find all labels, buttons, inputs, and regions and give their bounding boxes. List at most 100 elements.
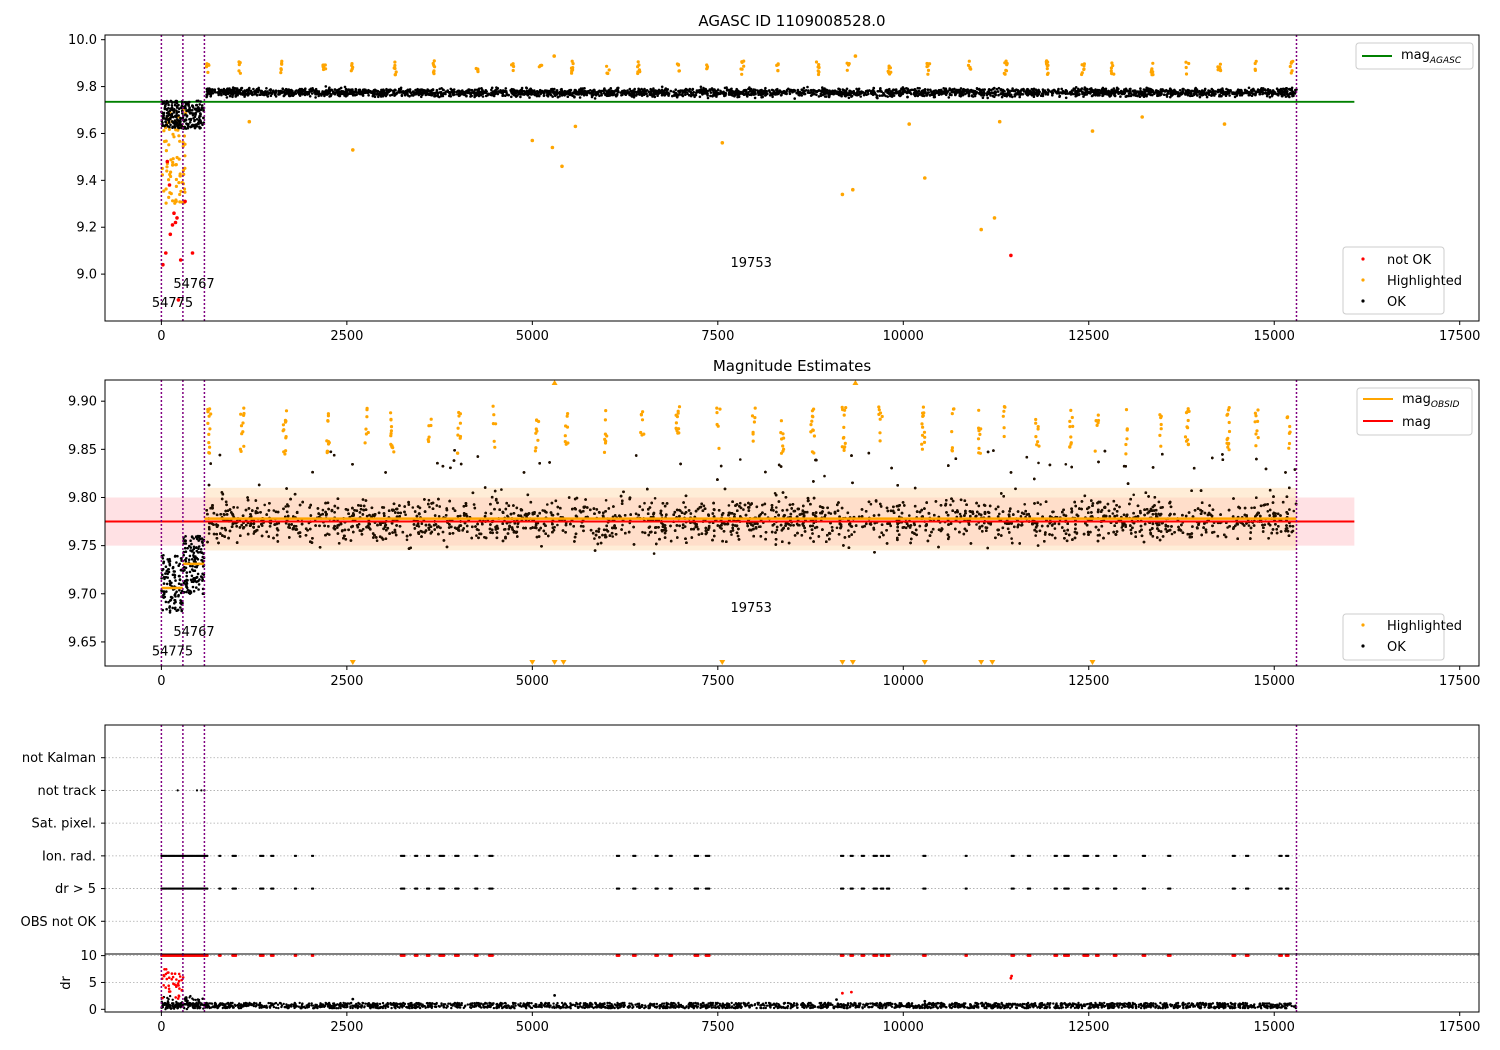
ok-point — [519, 95, 522, 99]
highlighted-point — [950, 430, 954, 434]
ok-point — [1134, 94, 1137, 97]
ok-point — [558, 90, 561, 94]
ok-point — [998, 512, 1001, 516]
ok-point — [165, 111, 169, 115]
ok-point — [228, 87, 231, 90]
ok-point — [195, 103, 199, 107]
ok-point — [1113, 94, 1116, 97]
highlighted-point — [164, 149, 168, 153]
highlighted-point — [1124, 452, 1128, 456]
ok-point — [1181, 87, 1184, 91]
ok-point — [660, 85, 664, 89]
ok-point — [1247, 86, 1251, 90]
not-ok-point — [172, 211, 176, 215]
highlighted-point — [841, 408, 845, 412]
ok-point — [1170, 532, 1174, 536]
ok-point — [674, 88, 677, 91]
ok-point — [767, 89, 771, 92]
ok-point — [236, 89, 240, 93]
highlighted-point — [1227, 406, 1231, 410]
ok-point — [1143, 94, 1146, 98]
highlighted-point — [840, 192, 845, 197]
ok-point — [287, 93, 291, 97]
ok-point — [1022, 90, 1026, 93]
ok-point — [284, 87, 288, 91]
ok-point — [1023, 503, 1026, 506]
highlighted-point — [493, 445, 497, 449]
ok-point — [850, 91, 854, 94]
highlighted-point — [174, 184, 178, 188]
ok-point — [200, 106, 204, 110]
ok-point — [1139, 87, 1142, 90]
ok-point — [704, 92, 707, 95]
highlighted-point — [817, 70, 821, 74]
highlighted-point — [350, 62, 354, 66]
ok-point — [1012, 89, 1016, 93]
ok-point — [1185, 92, 1189, 96]
ok-point — [905, 87, 908, 90]
ok-point — [520, 86, 524, 90]
highlighted-point — [573, 124, 578, 129]
highlighted-point — [458, 421, 462, 425]
highlighted-point — [1226, 445, 1230, 449]
ok-point — [1028, 89, 1032, 93]
highlighted-point — [951, 407, 956, 411]
ok-point — [408, 90, 412, 94]
ok-point — [962, 87, 965, 91]
highlighted-point — [571, 62, 575, 66]
highlighted-point — [1070, 415, 1074, 420]
ok-point — [271, 90, 275, 93]
ok-point — [365, 514, 369, 518]
ok-point — [198, 103, 201, 106]
highlighted-point — [394, 70, 398, 74]
ok-point — [1047, 91, 1050, 94]
highlighted-point — [923, 176, 927, 180]
ok-point — [177, 103, 180, 107]
ok-point — [1018, 95, 1021, 99]
ok-point — [580, 90, 584, 94]
highlighted-point — [1110, 61, 1114, 65]
ok-point — [563, 89, 567, 93]
ok-point — [674, 92, 678, 96]
highlighted-point — [164, 201, 168, 205]
ok-point — [376, 89, 379, 93]
highlighted-point — [284, 419, 288, 423]
ok-point — [213, 88, 217, 91]
highlighted-point — [926, 68, 931, 72]
ok-point — [928, 94, 932, 97]
highlighted-point — [641, 410, 645, 414]
ok-point — [1117, 91, 1121, 94]
ok-point — [886, 89, 890, 92]
ok-point — [205, 94, 209, 97]
highlighted-point — [207, 414, 211, 418]
ok-point — [504, 87, 508, 90]
ok-point — [510, 95, 513, 99]
highlighted-point — [817, 65, 821, 70]
ok-point — [997, 93, 1000, 97]
ok-point — [801, 88, 804, 92]
ok-point — [442, 92, 446, 95]
ok-point — [950, 90, 954, 94]
ok-point — [826, 91, 829, 95]
ok-point — [986, 96, 989, 100]
ok-point — [773, 91, 776, 95]
ok-point — [255, 93, 259, 97]
ok-point — [737, 95, 741, 99]
ok-point — [723, 86, 727, 90]
ok-point — [847, 529, 850, 532]
highlighted-point — [183, 166, 187, 170]
ok-point — [862, 93, 866, 97]
highlighted-point — [511, 68, 515, 73]
ok-point — [710, 87, 714, 90]
ok-point — [1096, 89, 1099, 93]
highlighted-point — [1034, 417, 1038, 422]
highlighted-point — [809, 423, 813, 427]
ok-point — [172, 111, 176, 114]
highlighted-point — [237, 63, 241, 67]
highlighted-point — [877, 405, 881, 409]
ok-point — [697, 89, 701, 92]
ok-point — [677, 89, 680, 93]
ok-point — [593, 537, 596, 540]
ok-point — [164, 120, 167, 123]
ok-point — [1268, 95, 1272, 99]
